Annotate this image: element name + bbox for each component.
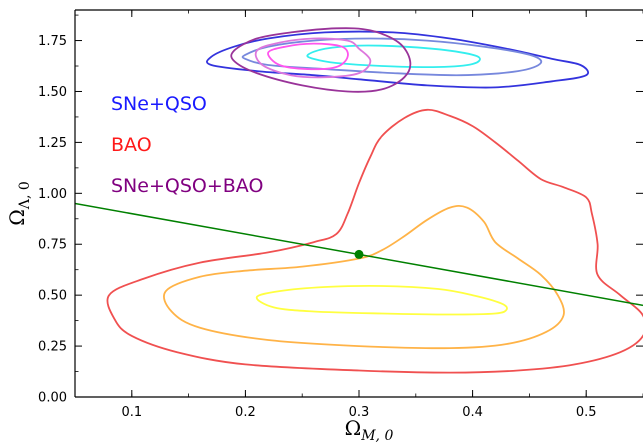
x-tick-label: 0.1 <box>121 405 142 420</box>
y-tick-label: 0.50 <box>38 289 67 304</box>
fiducial-marker <box>354 249 364 259</box>
y-tick-label: 1.50 <box>38 85 67 100</box>
contour-sne-qso-3sigma <box>206 30 589 89</box>
x-tick-label: 0.3 <box>349 405 370 420</box>
contour-sne-qso-1sigma <box>306 44 481 69</box>
x-axis-title: ΩM, 0 <box>345 416 394 443</box>
y-tick-label: 1.75 <box>38 34 67 49</box>
legend-entry-sne-qso: SNe+QSO <box>111 93 207 115</box>
x-tick-label: 0.5 <box>576 405 597 420</box>
contour-bao-2sigma <box>163 205 565 350</box>
x-axis-title-sub: M, 0 <box>360 428 393 443</box>
y-tick-label: 1.00 <box>38 187 67 202</box>
x-tick-label: 0.2 <box>235 405 256 420</box>
y-tick-label: 0.25 <box>38 340 67 355</box>
y-axis-title: ΩΛ, 0 <box>5 181 33 226</box>
axes: 0.1 0.2 0.3 0.4 0.5 0.00 0.25 0.50 0.75 1.00 1.25 1… <box>5 9 643 443</box>
x-axis-title-main: Ω <box>345 416 362 440</box>
contour-sne-qso-bao-1sigma <box>267 42 349 71</box>
plot-inner <box>75 27 643 374</box>
legend-entry-sne-qso-bao: SNe+QSO+BAO <box>111 175 263 197</box>
y-axis-title-sub: Λ, 0 <box>17 181 33 210</box>
y-tick-label: 1.25 <box>38 136 67 151</box>
contour-sne-qso-2sigma <box>241 37 543 77</box>
contour-sne-qso-bao-2sigma <box>254 37 372 79</box>
contour-bao-3sigma <box>106 108 643 374</box>
legend: SNe+QSO BAO SNe+QSO+BAO <box>111 93 263 197</box>
plot-area <box>75 27 643 374</box>
contour-bao-1sigma <box>255 285 508 316</box>
y-tick-label: 0.00 <box>38 391 67 406</box>
contour-sne-qso-bao-3sigma <box>230 27 412 93</box>
x-tick-label: 0.4 <box>462 405 483 420</box>
y-axis-title-main: Ω <box>5 209 29 226</box>
y-tick-label: 0.75 <box>38 238 67 253</box>
legend-entry-bao: BAO <box>111 134 152 156</box>
